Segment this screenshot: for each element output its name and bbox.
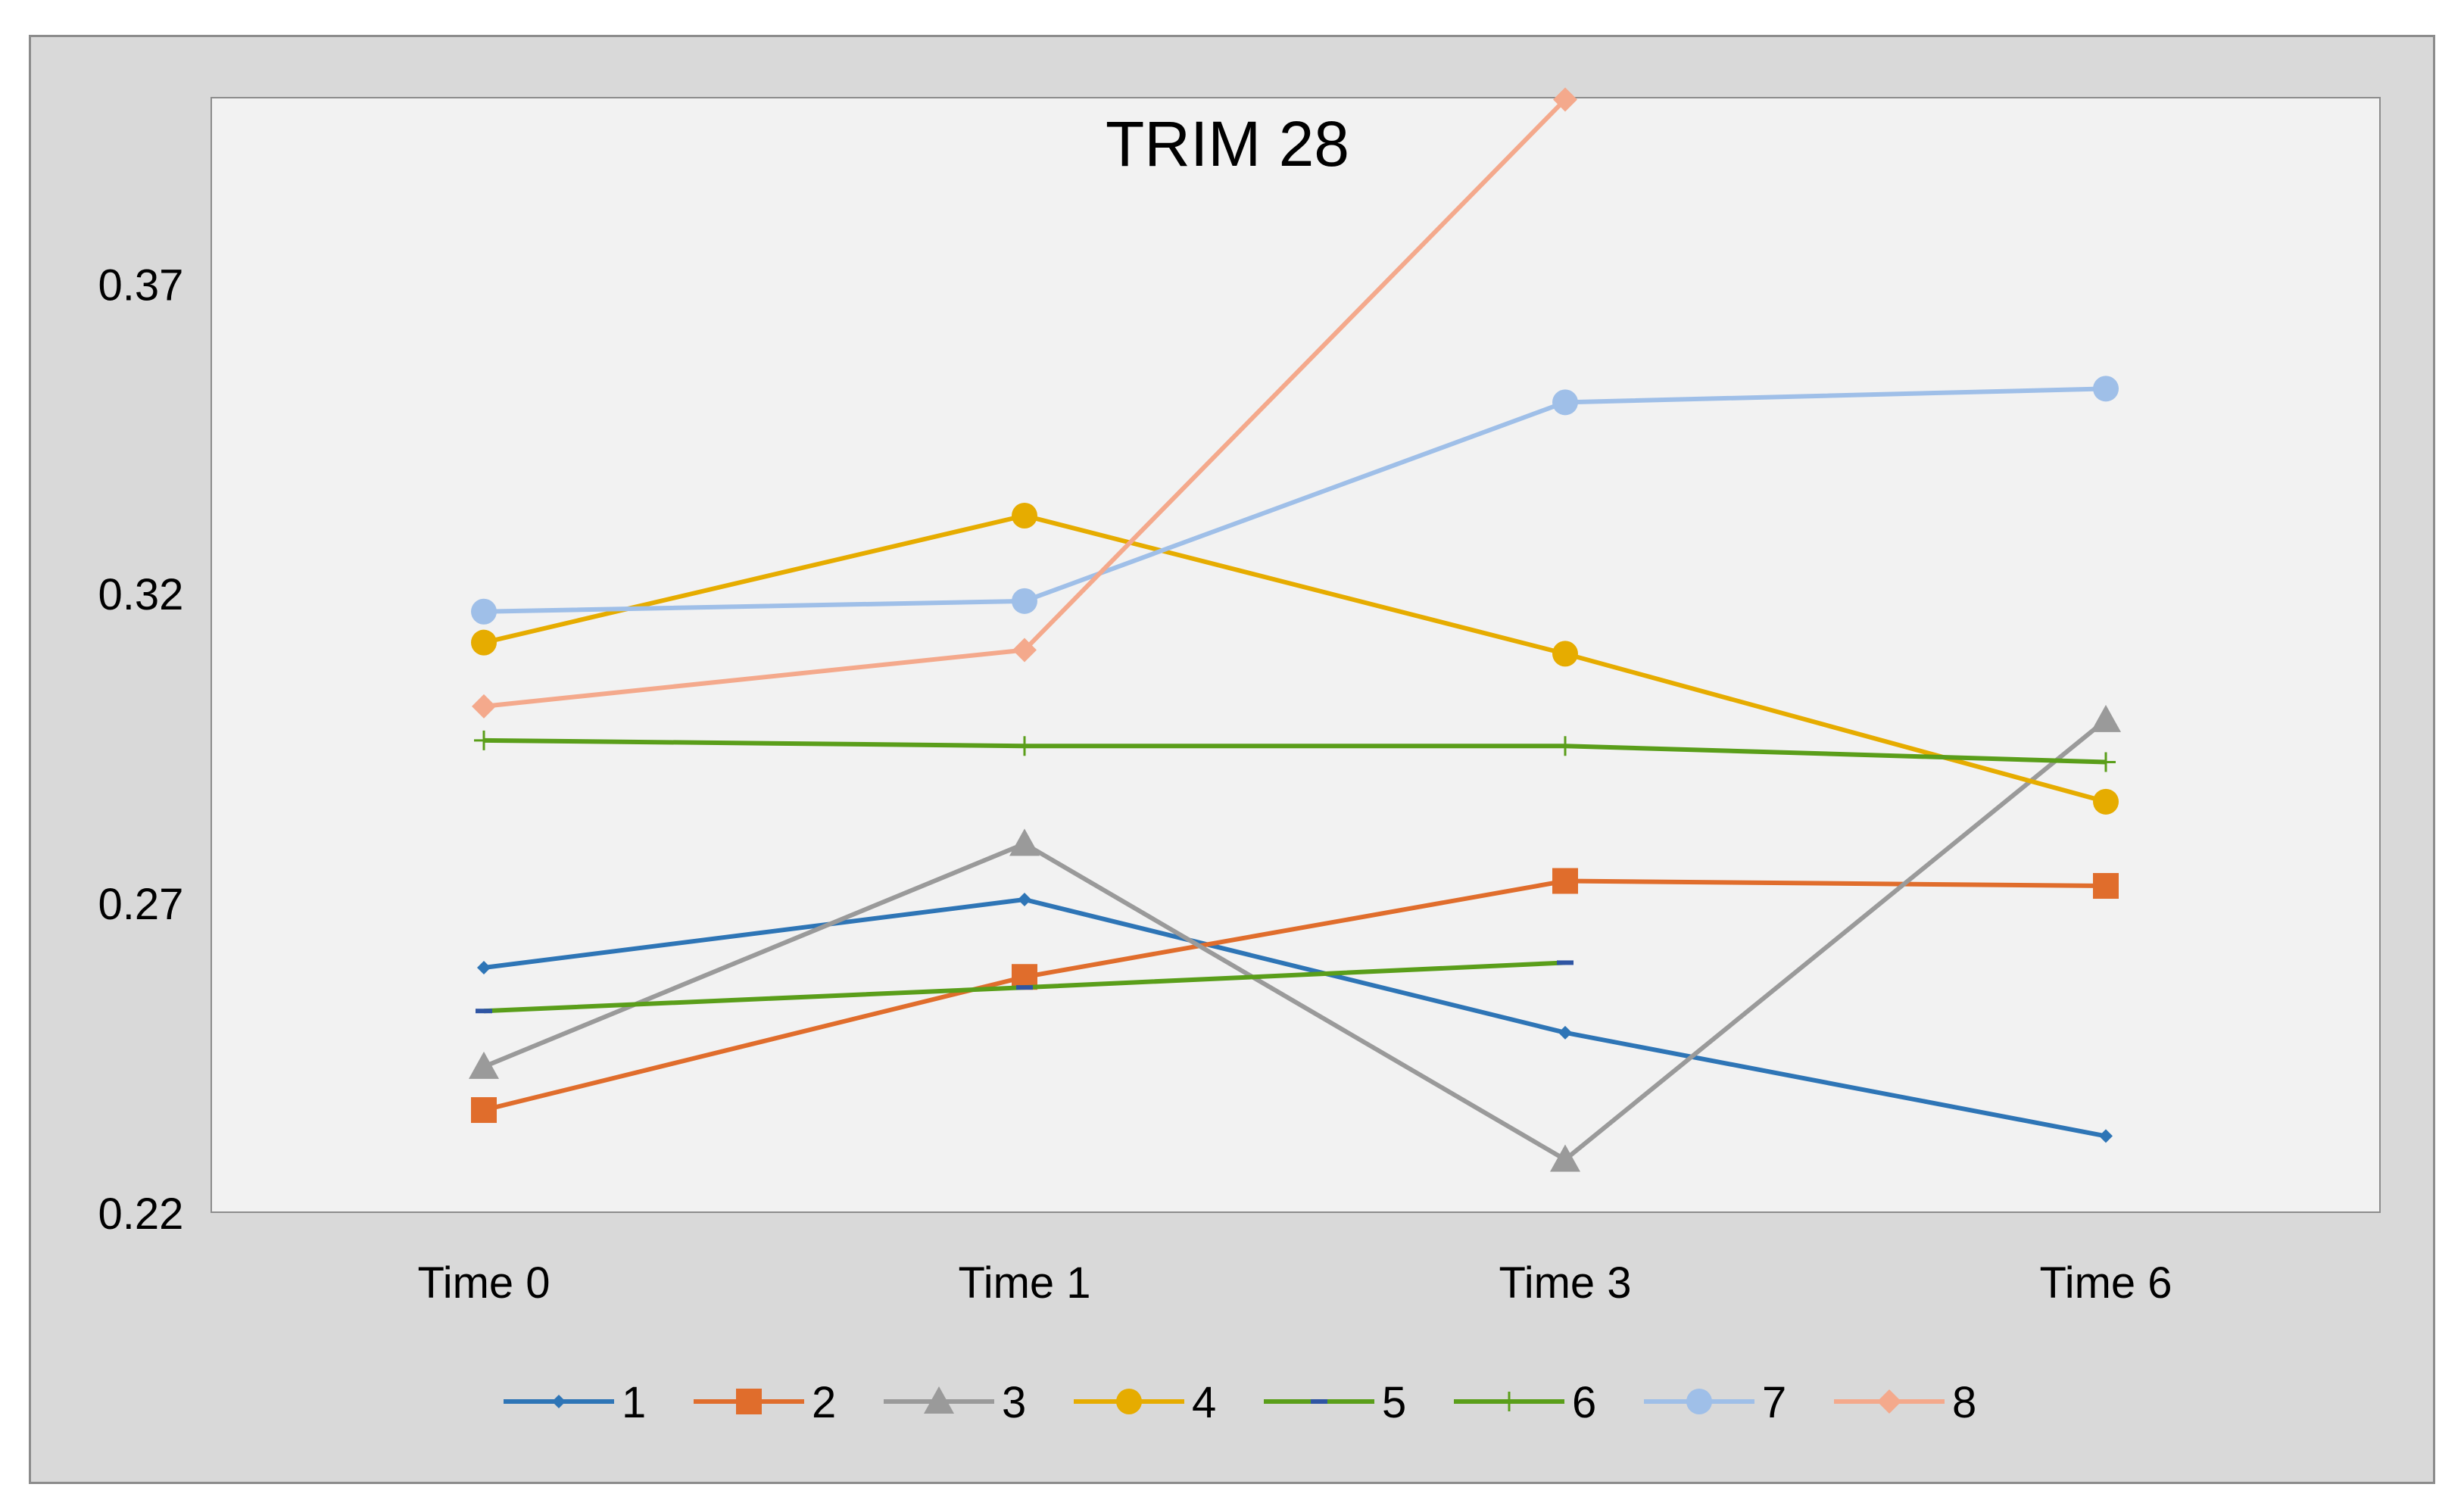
x-tick-label: Time 6 bbox=[2039, 1258, 2172, 1308]
x-axis: Time 0 Time 1 Time 3 Time 6 bbox=[417, 1258, 2172, 1308]
data-point bbox=[1015, 736, 1034, 756]
legend-marker bbox=[924, 1386, 954, 1414]
data-point bbox=[474, 730, 494, 750]
legend: 1 2 3 4 5 6 7 8 bbox=[504, 1378, 1976, 1427]
data-point bbox=[471, 1097, 497, 1124]
data-point bbox=[472, 694, 496, 719]
series-line bbox=[483, 513, 2107, 804]
series-line bbox=[482, 718, 2107, 1162]
legend-label: 5 bbox=[1382, 1378, 1406, 1427]
data-point bbox=[1553, 87, 1577, 112]
data-point bbox=[1555, 736, 1575, 756]
data-point bbox=[477, 960, 491, 974]
data-point bbox=[1552, 641, 1578, 667]
series-3 bbox=[469, 704, 2121, 1172]
y-tick-label: 0.37 bbox=[98, 260, 184, 310]
legend-marker bbox=[736, 1389, 762, 1414]
plot-area bbox=[211, 97, 2381, 1213]
legend-marker bbox=[1686, 1389, 1712, 1414]
data-point bbox=[471, 629, 497, 656]
data-point bbox=[1016, 985, 1033, 990]
data-point bbox=[1550, 1144, 1580, 1172]
series-line bbox=[483, 878, 2107, 1112]
y-tick-label: 0.27 bbox=[98, 880, 184, 929]
data-point bbox=[1018, 893, 1031, 907]
legend-item-4: 4 bbox=[1074, 1378, 1216, 1427]
data-point bbox=[2096, 752, 2116, 772]
series-line bbox=[483, 897, 2107, 1139]
series-8 bbox=[472, 87, 1577, 719]
series-7 bbox=[471, 376, 2119, 625]
y-tick-label: 0.32 bbox=[98, 570, 184, 619]
data-point bbox=[2091, 704, 2121, 732]
data-point bbox=[471, 598, 497, 625]
legend-label: 2 bbox=[812, 1378, 836, 1427]
chart-frame: TRIM 28 0.22 0.27 0.32 0.37 Time 0 Time 1 Tim… bbox=[29, 35, 2435, 1484]
data-point bbox=[1012, 588, 1037, 614]
data-point bbox=[1009, 828, 1040, 856]
x-tick-label: Time 0 bbox=[417, 1258, 550, 1308]
data-point bbox=[2093, 376, 2119, 402]
x-tick-label: Time 1 bbox=[958, 1258, 1090, 1308]
series-line bbox=[483, 386, 2107, 614]
legend-label: 8 bbox=[1952, 1378, 1976, 1427]
y-tick-label: 0.22 bbox=[98, 1190, 184, 1239]
legend-item-3: 3 bbox=[884, 1378, 1026, 1427]
legend-marker bbox=[1877, 1389, 1901, 1414]
data-point bbox=[1557, 960, 1574, 965]
series-4 bbox=[471, 503, 2119, 815]
chart-title: TRIM 28 bbox=[1106, 108, 1349, 179]
data-point bbox=[1012, 503, 1037, 529]
y-axis: 0.22 0.27 0.32 0.37 bbox=[98, 260, 184, 1239]
series-6 bbox=[474, 730, 2116, 772]
data-point bbox=[1552, 389, 1578, 416]
data-point bbox=[1558, 1025, 1572, 1040]
data-point bbox=[469, 1051, 499, 1079]
data-point bbox=[476, 1009, 492, 1014]
legend-label: 3 bbox=[1002, 1378, 1026, 1427]
data-point bbox=[2099, 1129, 2113, 1143]
series-layer bbox=[469, 87, 2121, 1172]
legend-item-8: 8 bbox=[1834, 1378, 1976, 1427]
legend-item-1: 1 bbox=[504, 1378, 646, 1427]
data-point bbox=[2093, 873, 2119, 900]
legend-marker bbox=[1116, 1389, 1142, 1414]
legend-label: 1 bbox=[622, 1378, 646, 1427]
legend-label: 7 bbox=[1762, 1378, 1786, 1427]
legend-marker bbox=[1499, 1392, 1519, 1411]
legend-label: 4 bbox=[1192, 1378, 1216, 1427]
series-5 bbox=[476, 960, 1574, 1014]
legend-item-6: 6 bbox=[1454, 1378, 1596, 1427]
series-line bbox=[483, 737, 2107, 765]
series-1 bbox=[477, 893, 2113, 1143]
legend-item-7: 7 bbox=[1644, 1378, 1786, 1427]
series-2 bbox=[471, 868, 2119, 1124]
data-point bbox=[2093, 788, 2119, 815]
legend-marker bbox=[552, 1395, 566, 1408]
legend-label: 6 bbox=[1572, 1378, 1596, 1427]
legend-item-5: 5 bbox=[1264, 1378, 1406, 1427]
data-point bbox=[1012, 638, 1037, 663]
legend-item-2: 2 bbox=[694, 1378, 836, 1427]
x-tick-label: Time 3 bbox=[1499, 1258, 1631, 1308]
legend-marker bbox=[1311, 1399, 1327, 1404]
line-chart: TRIM 28 0.220.270.320.37 Time 0 Time 1 Tim… bbox=[98, 87, 2381, 1427]
data-point bbox=[1552, 868, 1578, 894]
